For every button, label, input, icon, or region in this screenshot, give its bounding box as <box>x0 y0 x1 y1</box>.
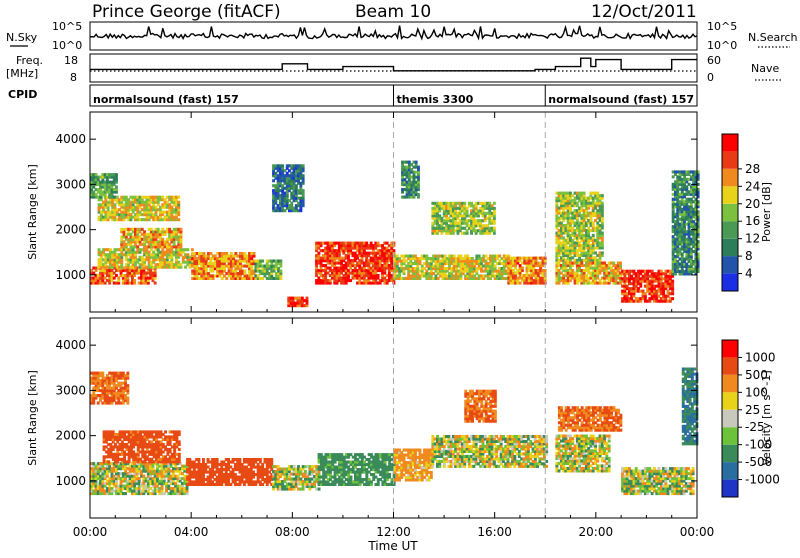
echo-cell <box>115 186 118 189</box>
echo-cell <box>244 270 247 273</box>
power-panel: 1000 2000 3000 4000 Slant Range [km] 4 8 12 16… <box>26 112 773 312</box>
colorbar-swatch <box>722 169 738 186</box>
echo-cell <box>302 189 305 192</box>
cpid-segment-label: normalsound (fast) 157 <box>548 93 694 106</box>
noise-sky-label: N.Sky <box>6 31 38 44</box>
colorbar-tick-label: 8 <box>745 249 753 263</box>
colorbar-tick-label: 16 <box>745 214 760 228</box>
echo-cell <box>261 260 264 263</box>
nave-tick-top: 60 <box>707 54 721 67</box>
date-title: 12/Oct/2011 <box>591 2 697 22</box>
echo-cell <box>493 207 496 210</box>
colorbar-swatch <box>722 186 738 203</box>
noise-left-tick-top: 10^5 <box>52 20 82 33</box>
freq-panel: Freq. [MHz] 18 8 60 0 Nave <box>6 54 783 84</box>
freq-tick-top: 18 <box>64 54 78 67</box>
colorbar-tick-label: 28 <box>745 162 760 176</box>
echo-cell <box>601 232 604 235</box>
power-ylabel: Slant Range [km] <box>26 164 39 260</box>
echo-cell <box>177 201 180 204</box>
cpid-segment-label: themis 3300 <box>397 93 474 106</box>
echo-cell <box>415 161 418 164</box>
echo-cell <box>281 164 284 167</box>
cpid-label: CPID <box>8 88 37 101</box>
noise-panel: N.Sky 10^5 10^0 10^5 10^0 N.Search <box>6 20 798 52</box>
echo-cell <box>115 173 118 176</box>
echo-cell <box>463 202 466 205</box>
echo-cell <box>191 248 194 251</box>
freq-label-line1: Freq. <box>16 54 43 67</box>
y-tick-label: 4000 <box>55 132 86 146</box>
echo-cell <box>671 297 674 300</box>
echo-cell <box>417 166 420 169</box>
colorbar-swatch <box>722 204 738 221</box>
echo-cell <box>302 174 305 177</box>
colorbar-swatch <box>722 256 738 273</box>
noise-search-label: N.Search <box>748 31 798 44</box>
echo-cell <box>177 218 180 221</box>
nave-step-line <box>90 58 697 71</box>
echo-cell <box>186 248 189 251</box>
echo-cell <box>619 262 622 265</box>
echo-cell <box>592 234 595 237</box>
freq-label-line2: [MHz] <box>6 67 38 80</box>
echo-cell <box>279 270 282 273</box>
power-colorbar-label: Power [dB] <box>760 182 773 242</box>
colorbar-tick-label: 12 <box>745 232 760 246</box>
echo-cell <box>493 227 496 230</box>
station-title: Prince George (fitACF) <box>92 2 281 22</box>
nave-tick-bottom: 0 <box>707 71 714 84</box>
echo-cell <box>601 194 604 197</box>
cpid-segment-label: normalsound (fast) 157 <box>93 93 239 106</box>
freq-tick-bottom: 8 <box>70 71 77 84</box>
echo-cell <box>601 202 604 205</box>
colorbar-swatch <box>722 239 738 256</box>
echo-cell <box>302 164 305 167</box>
echo-cell <box>107 460 110 463</box>
echo-cell <box>306 297 309 300</box>
echo-cell <box>544 269 547 272</box>
noise-right-tick-top: 10^5 <box>707 20 737 33</box>
colorbar-tick-label: 24 <box>745 179 760 193</box>
colorbar-swatch <box>722 151 738 168</box>
echo-cell <box>154 282 157 285</box>
echo-cell <box>521 267 524 270</box>
power-colorbar: 4 8 12 16 20 24 28 <box>722 134 760 291</box>
y-tick-label: 2000 <box>55 223 86 237</box>
nave-label: Nave <box>751 62 779 75</box>
cpid-segments: normalsound (fast) 157 themis 3300 normals… <box>93 85 694 106</box>
echo-cell <box>177 196 180 199</box>
y-tick-label: 1000 <box>55 268 86 282</box>
noise-left-tick-bottom: 10^0 <box>52 39 82 52</box>
echo-cell <box>133 279 136 282</box>
colorbar-swatch <box>722 274 738 291</box>
colorbar-swatch <box>722 221 738 238</box>
echo-cell <box>393 249 396 252</box>
y-tick-label: 3000 <box>55 177 86 191</box>
colorbar-tick-label: 20 <box>745 197 760 211</box>
beam-title: Beam 10 <box>355 2 431 22</box>
echo-cell <box>583 192 586 195</box>
echo-cell <box>253 252 256 255</box>
noise-right-tick-bottom: 10^0 <box>707 39 737 52</box>
colorbar-swatch <box>722 134 738 151</box>
echo-cell <box>417 193 420 196</box>
echo-cell <box>493 202 496 205</box>
colorbar-tick-label: 4 <box>745 267 753 281</box>
noise-sky-line <box>90 26 697 39</box>
echo-cell <box>180 228 183 231</box>
echo-cell <box>377 274 380 277</box>
echo-cell <box>671 280 674 283</box>
echo-cell <box>601 251 604 254</box>
echo-cell <box>113 196 116 199</box>
echo-cell <box>279 260 282 263</box>
